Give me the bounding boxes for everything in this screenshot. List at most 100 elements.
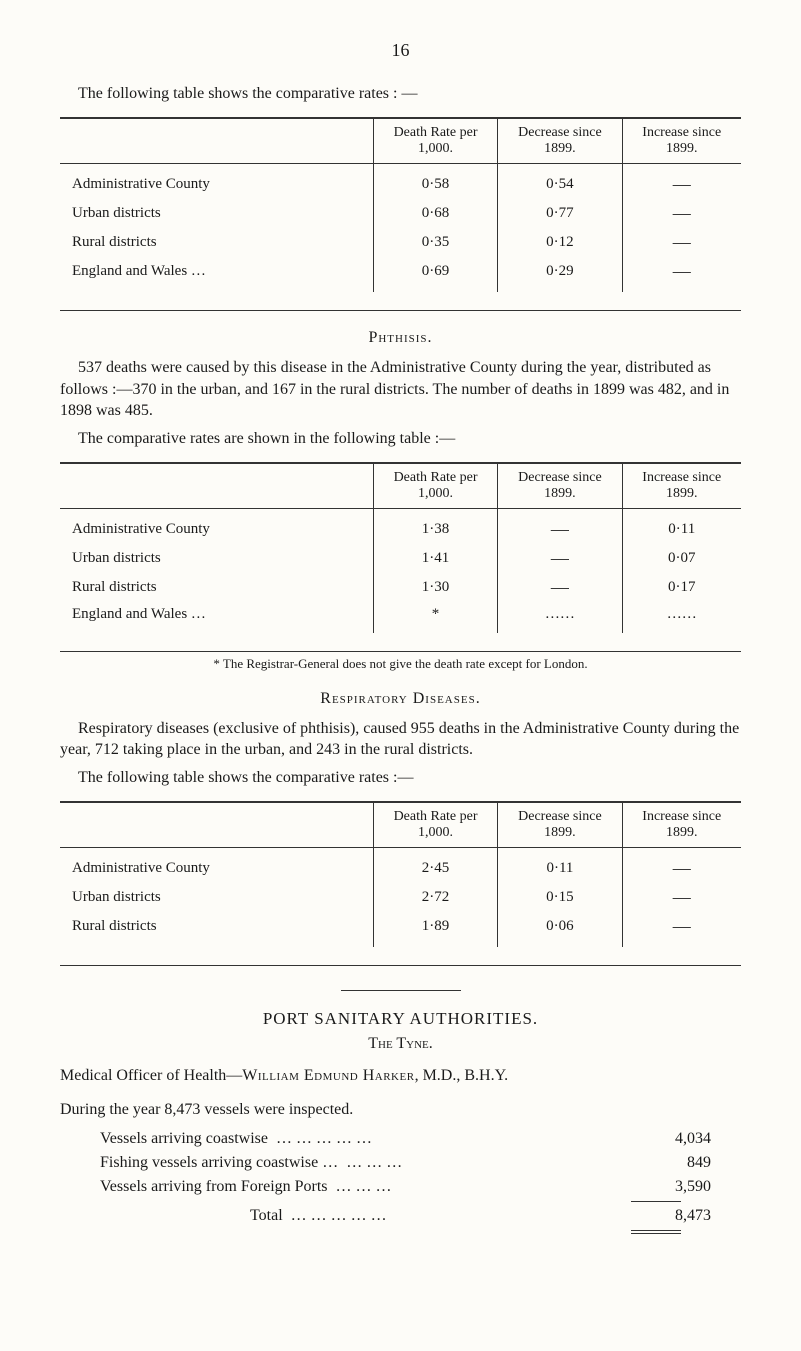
dots: … … … (346, 1151, 679, 1175)
port-title: PORT SANITARY AUTHORITIES. (60, 1009, 741, 1029)
row-label: Urban districts (60, 544, 373, 573)
cell: 1·41 (373, 544, 498, 573)
vessel-label: Fishing vessels arriving coastwise … (100, 1151, 338, 1175)
cell: 0·54 (498, 164, 622, 200)
th-increase: Increase since 1899. (622, 802, 741, 847)
table2: Death Rate per 1,000. Decrease since 189… (60, 463, 741, 633)
th-rate: Death Rate per 1,000. (373, 463, 498, 508)
table-row: Rural districts 1·30 — 0·17 (60, 573, 741, 602)
cell: — (622, 847, 741, 883)
cell: 0·11 (622, 508, 741, 544)
total-rule (631, 1201, 681, 1202)
row-label: Administrative County (60, 164, 373, 200)
th-increase: Increase since 1899. (622, 463, 741, 508)
row-label: England and Wales … (60, 257, 373, 292)
cell: — (622, 199, 741, 228)
table-row: Urban districts 1·41 — 0·07 (60, 544, 741, 573)
th-blank (60, 463, 373, 508)
cell: 0·12 (498, 228, 622, 257)
th-blank (60, 802, 373, 847)
th-decrease: Decrease since 1899. (498, 463, 622, 508)
phthisis-para: 537 deaths were caused by this disease i… (60, 357, 741, 422)
table-row: Administrative County 2·45 0·11 — (60, 847, 741, 883)
vessel-list: Vessels arriving coastwise … … … … … 4,0… (100, 1127, 711, 1234)
cell: — (622, 912, 741, 947)
cell: 0·17 (622, 573, 741, 602)
inspection-line: During the year 8,473 vessels were inspe… (60, 1099, 741, 1121)
cell: 0·35 (373, 228, 498, 257)
dots: … … … … … (291, 1204, 667, 1228)
phthisis-footnote: * The Registrar-General does not give th… (60, 656, 741, 672)
row-label: England and Wales … (60, 602, 373, 633)
total-row: Total … … … … … 8,473 (100, 1204, 711, 1228)
dots: … … … … … (276, 1127, 667, 1151)
dots: … … … (336, 1175, 667, 1199)
double-rule (631, 1230, 681, 1234)
respiratory-para: Respiratory diseases (exclusive of phthi… (60, 718, 741, 761)
vessel-value: 4,034 (675, 1127, 711, 1151)
cell: * (373, 602, 498, 633)
vessel-row: Vessels arriving from Foreign Ports … … … (100, 1175, 711, 1199)
section1-intro: The following table shows the comparativ… (78, 85, 741, 103)
cell: 0·77 (498, 199, 622, 228)
vessel-row: Vessels arriving coastwise … … … … … 4,0… (100, 1127, 711, 1151)
row-label: Rural districts (60, 573, 373, 602)
cell: …… (622, 602, 741, 633)
cell: — (498, 544, 622, 573)
cell: 0·29 (498, 257, 622, 292)
table-row: England and Wales … * …… …… (60, 602, 741, 633)
th-decrease: Decrease since 1899. (498, 119, 622, 164)
cell: 1·30 (373, 573, 498, 602)
th-decrease: Decrease since 1899. (498, 802, 622, 847)
row-label: Rural districts (60, 912, 373, 947)
table-row: Administrative County 1·38 — 0·11 (60, 508, 741, 544)
cell: 0·07 (622, 544, 741, 573)
respiratory-table-intro: The following table shows the comparativ… (78, 769, 741, 787)
cell: 0·68 (373, 199, 498, 228)
table1: Death Rate per 1,000. Decrease since 189… (60, 118, 741, 292)
table-row: Rural districts 0·35 0·12 — (60, 228, 741, 257)
th-increase: Increase since 1899. (622, 119, 741, 164)
cell: 2·72 (373, 883, 498, 912)
cell: 1·38 (373, 508, 498, 544)
total-value: 8,473 (675, 1204, 711, 1228)
row-label: Urban districts (60, 883, 373, 912)
table2-container: Death Rate per 1,000. Decrease since 189… (60, 462, 741, 652)
th-rate: Death Rate per 1,000. (373, 119, 498, 164)
row-label: Administrative County (60, 508, 373, 544)
cell: 2·45 (373, 847, 498, 883)
cell: 0·11 (498, 847, 622, 883)
vessel-value: 849 (687, 1151, 711, 1175)
respiratory-heading: Respiratory Diseases. (60, 690, 741, 708)
table-row: England and Wales … 0·69 0·29 — (60, 257, 741, 292)
divider (341, 990, 461, 991)
cell: — (622, 883, 741, 912)
th-rate: Death Rate per 1,000. (373, 802, 498, 847)
vessel-value: 3,590 (675, 1175, 711, 1199)
cell: 0·15 (498, 883, 622, 912)
table-row: Urban districts 0·68 0·77 — (60, 199, 741, 228)
cell: — (498, 508, 622, 544)
row-label: Urban districts (60, 199, 373, 228)
phthisis-table-intro: The comparative rates are shown in the f… (78, 430, 741, 448)
page-number: 16 (60, 40, 741, 61)
table1-container: Death Rate per 1,000. Decrease since 189… (60, 117, 741, 311)
cell: 1·89 (373, 912, 498, 947)
th-blank (60, 119, 373, 164)
table-row: Administrative County 0·58 0·54 — (60, 164, 741, 200)
cell: …… (498, 602, 622, 633)
total-label: Total (250, 1204, 283, 1228)
vessel-label: Vessels arriving from Foreign Ports (100, 1175, 328, 1199)
cell: 0·69 (373, 257, 498, 292)
table-row: Urban districts 2·72 0·15 — (60, 883, 741, 912)
table-row: Rural districts 1·89 0·06 — (60, 912, 741, 947)
cell: — (498, 573, 622, 602)
vessel-label: Vessels arriving coastwise (100, 1127, 268, 1151)
cell: — (622, 228, 741, 257)
phthisis-heading: Phthisis. (60, 329, 741, 347)
row-label: Rural districts (60, 228, 373, 257)
cell: 0·58 (373, 164, 498, 200)
table3: Death Rate per 1,000. Decrease since 189… (60, 802, 741, 947)
vessel-row: Fishing vessels arriving coastwise … … …… (100, 1151, 711, 1175)
cell: 0·06 (498, 912, 622, 947)
